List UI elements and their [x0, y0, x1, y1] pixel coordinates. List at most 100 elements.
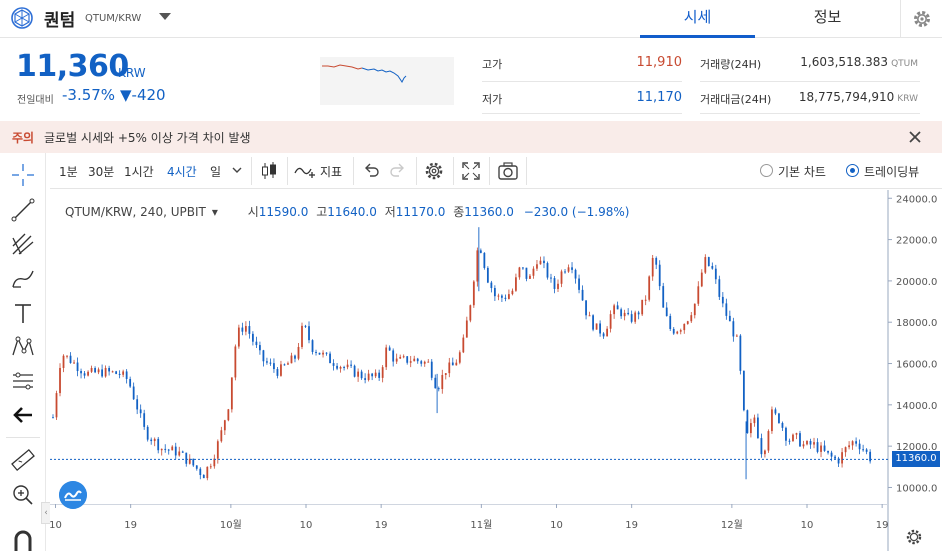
zoom-in-icon[interactable] [9, 481, 37, 509]
volume-value: 1,603,518.383 QTUM [800, 55, 918, 69]
candle-body [672, 328, 675, 334]
candle-body [262, 350, 265, 362]
tradingview-radio[interactable] [846, 164, 859, 177]
x-tick-label: 12월 [721, 519, 743, 531]
gear-icon[interactable] [422, 159, 446, 183]
candle-body [357, 371, 360, 377]
redo-icon[interactable] [386, 159, 410, 183]
candle-body [606, 328, 609, 337]
price-chart[interactable]: 10000.0 12000.0 14000.0 16000.0 18000.0 20000… [50, 190, 942, 551]
legend-high: 11640.0 [327, 205, 377, 219]
candle-body [788, 440, 791, 442]
trend-line-icon[interactable] [9, 196, 37, 224]
change-rate: -3.57% [62, 86, 116, 104]
legend-close: 11360.0 [464, 205, 514, 219]
candle-body [760, 438, 763, 455]
candle-body [259, 345, 261, 351]
candle-body [458, 352, 461, 363]
candle-body [543, 260, 545, 264]
candle-body [311, 340, 314, 352]
brush-icon[interactable] [9, 265, 37, 293]
indicator-icon[interactable] [293, 159, 317, 183]
tab-info[interactable]: 정보 [813, 8, 842, 26]
price-gap-notice: 주의 글로벌 시세와 +5% 이상 가격 차이 발생 [0, 121, 942, 153]
candle-body [339, 367, 342, 369]
pattern-icon[interactable] [9, 333, 37, 361]
timeframe-1m[interactable]: 1분 [59, 165, 78, 179]
candle-body [479, 250, 482, 253]
candle-body [94, 367, 96, 373]
candle-body [104, 367, 107, 377]
x-tick-label: 10 [50, 520, 62, 531]
candle-body [700, 272, 703, 287]
candle-body [301, 325, 303, 347]
candle-body [315, 351, 317, 353]
tradingview-label[interactable]: 트레이딩뷰 [864, 165, 920, 179]
candle-body [792, 434, 794, 442]
legend-high-key: 고 [316, 205, 328, 219]
candle-body [630, 314, 633, 322]
candle-body [581, 289, 584, 301]
timeframe-4h[interactable]: 4시간 [167, 165, 197, 179]
ruler-icon[interactable] [9, 446, 37, 474]
price-chart-svg[interactable]: 10000.0 12000.0 14000.0 16000.0 18000.0 20000… [50, 190, 942, 551]
undo-icon[interactable] [359, 159, 383, 183]
timeframe-1d[interactable]: 일 [210, 165, 222, 179]
prediction-icon[interactable] [9, 367, 37, 395]
candle-body [206, 466, 209, 479]
y-tick-label: 10000.0 [896, 483, 937, 494]
settings-button[interactable] [900, 0, 942, 38]
drawing-toolbar [0, 153, 46, 551]
candle-body [297, 346, 300, 359]
candle-body [230, 377, 233, 410]
candle-body [739, 335, 742, 371]
candle-body [676, 331, 679, 334]
candle-body [160, 448, 163, 451]
candle-body [374, 372, 377, 377]
chart-settings-gear-icon[interactable] [904, 527, 924, 547]
toolbar-divider [287, 157, 288, 185]
candle-body [283, 364, 286, 366]
candlestick-icon[interactable] [257, 159, 281, 183]
candle-body [255, 341, 258, 346]
magnet-icon[interactable] [9, 525, 37, 551]
chevron-down-icon[interactable] [230, 163, 244, 177]
timeframe-30m[interactable]: 30분 [88, 165, 115, 179]
candle-body [308, 326, 310, 341]
candle-body [402, 356, 405, 358]
candle-body [637, 312, 640, 315]
candle-body [711, 265, 714, 269]
crosshair-icon[interactable] [9, 161, 37, 189]
y-tick-label: 12000.0 [896, 442, 937, 453]
candle-body [167, 449, 170, 451]
candle-body [574, 269, 577, 279]
basic-chart-label[interactable]: 기본 차트 [778, 165, 826, 179]
close-icon[interactable] [908, 130, 922, 144]
pitchfork-icon[interactable] [9, 230, 37, 258]
camera-icon[interactable] [496, 159, 520, 183]
chevron-down-icon[interactable]: ▾ [211, 205, 218, 219]
fullscreen-icon[interactable] [459, 159, 483, 183]
tradingview-logo-icon[interactable] [59, 481, 87, 509]
basic-chart-radio[interactable] [760, 164, 773, 177]
candle-body [223, 420, 226, 431]
candle-body [73, 362, 75, 364]
legend-change: −230.0 (−1.98%) [523, 205, 630, 219]
change-amount: ▼-420 [120, 86, 166, 104]
candle-body [97, 369, 100, 373]
candle-body [129, 378, 132, 387]
candle-body [406, 356, 409, 363]
arrow-left-icon[interactable] [9, 401, 37, 429]
candle-body [602, 333, 605, 337]
candle-body [753, 417, 756, 424]
text-tool-icon[interactable] [9, 299, 37, 327]
chevron-down-icon[interactable] [158, 12, 172, 22]
trade-amount-label: 거래대금(24H) [700, 93, 772, 106]
indicators-button[interactable]: 지표 [320, 165, 343, 179]
legend-symbol[interactable]: QTUM/KRW, 240, UPBIT [65, 205, 206, 219]
volume-label: 거래량(24H) [700, 58, 762, 71]
tab-price[interactable]: 시세 [640, 0, 755, 38]
candle-body [343, 367, 345, 369]
candle-body [525, 267, 528, 279]
timeframe-1h[interactable]: 1시간 [124, 165, 154, 179]
